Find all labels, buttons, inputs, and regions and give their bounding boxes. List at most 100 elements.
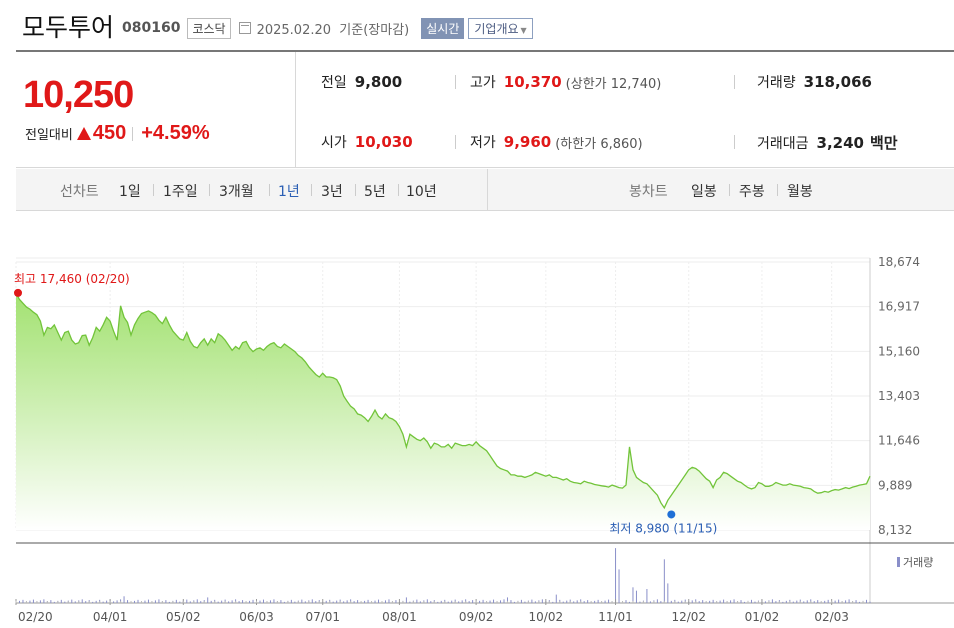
volume-bar	[663, 559, 665, 603]
x-tick-label: 11/01	[598, 610, 633, 624]
volume-bar	[451, 600, 453, 603]
market-badge: 코스닥	[187, 17, 231, 39]
volume-bar	[102, 601, 104, 603]
volume-bar	[677, 601, 679, 603]
volume-bar	[53, 601, 55, 603]
volume-bar	[702, 600, 704, 603]
period-3m[interactable]: 3개월	[219, 184, 254, 200]
volume-bar	[22, 599, 24, 603]
volume-bar	[357, 600, 359, 603]
price-summary: 10,250 전일대비 450 +4.59% 전일 9,800 고가 10,370 …	[16, 52, 954, 168]
x-tick-label: 09/02	[459, 610, 494, 624]
price-chart: 18,674 16,917 15,160 13,403 11,646 9,889 8,132…	[14, 255, 954, 624]
y-tick-label: 15,160	[878, 344, 920, 358]
volume-bar	[29, 600, 31, 603]
volume-bar	[71, 599, 73, 603]
volume-bar	[364, 600, 366, 603]
base-date: 2025.02.20 기준(장마감)	[256, 22, 410, 38]
volume-bar	[576, 600, 578, 603]
volume-bar	[866, 599, 868, 603]
x-tick-label: 01/02	[745, 610, 780, 624]
volume-bar	[127, 600, 129, 603]
volume-bar	[196, 599, 198, 603]
volume-bar	[95, 600, 97, 603]
volume-bar	[50, 600, 52, 603]
stock-header: 모두투어 080160 코스닥 2025.02.20 기준(장마감) 실시간 기…	[22, 8, 533, 44]
company-name: 모두투어	[22, 13, 115, 42]
volume-bar	[719, 600, 721, 603]
volume-bar	[670, 600, 672, 603]
volume-bar	[290, 599, 292, 603]
high-price: 고가 10,370 (상한가 12,740)	[470, 73, 662, 92]
volume-bar	[583, 601, 585, 603]
current-price-box: 10,250 전일대비 450 +4.59%	[16, 52, 296, 168]
x-tick-label: 02/03	[814, 610, 849, 624]
period-1y[interactable]: 1년	[278, 184, 300, 200]
candle-daily[interactable]: 일봉	[691, 184, 717, 200]
company-overview-button[interactable]: 기업개요 ▼	[468, 17, 533, 39]
x-tick-label: 07/01	[305, 610, 340, 624]
volume-bar	[374, 600, 376, 603]
trade-amount: 거래대금 3,240 백만	[757, 133, 898, 153]
volume-bar	[792, 601, 794, 603]
volume-bar	[231, 600, 233, 603]
change-percent: +4.59%	[141, 122, 210, 144]
volume-legend: 거래량	[903, 556, 933, 569]
up-arrow-icon	[76, 127, 91, 140]
price-change: 전일대비 450 +4.59%	[25, 122, 210, 145]
volume-bar	[597, 599, 599, 603]
low-label: 최저 8,980 (11/15)	[609, 521, 717, 535]
period-1d[interactable]: 1일	[119, 184, 141, 200]
volume-bar	[304, 601, 306, 603]
volume-bar	[154, 600, 156, 603]
volume-bar	[134, 600, 136, 603]
volume-bar	[764, 601, 766, 603]
volume-bar	[384, 600, 386, 603]
realtime-button[interactable]: 실시간	[421, 17, 465, 39]
volume-bar	[562, 601, 564, 603]
volume-bar	[113, 601, 115, 603]
candle-monthly[interactable]: 월봉	[787, 184, 813, 200]
volume-bar	[353, 601, 355, 603]
volume-bar	[405, 597, 407, 603]
candle-weekly[interactable]: 주봉	[739, 184, 765, 200]
volume-bar	[200, 601, 202, 603]
stock-code: 080160	[122, 20, 181, 36]
volume-bar	[228, 601, 230, 603]
volume-bar	[796, 600, 798, 603]
volume-bar	[587, 600, 589, 603]
volume-bar	[730, 600, 732, 603]
period-1w[interactable]: 1주일	[163, 184, 198, 200]
volume-bar	[106, 600, 108, 603]
volume-bar	[409, 601, 411, 603]
volume-bar	[437, 601, 439, 603]
volume-bar	[754, 601, 756, 603]
volume-bar	[744, 601, 746, 603]
volume-bar	[388, 599, 390, 603]
volume-bar	[859, 601, 861, 603]
volume-bar	[147, 599, 149, 603]
volume-bar	[782, 601, 784, 603]
volume-bar	[426, 599, 428, 603]
low-price: 저가 9,960 (하한가 6,860)	[470, 133, 643, 152]
volume-bar	[249, 600, 251, 603]
x-tick-label: 12/02	[671, 610, 706, 624]
volume-bar	[175, 599, 177, 603]
volume-bar	[123, 596, 125, 603]
volume-bar	[838, 599, 840, 603]
high-marker	[14, 288, 22, 297]
volume-bar	[186, 599, 188, 603]
period-10y[interactable]: 10년	[406, 184, 437, 200]
period-5y[interactable]: 5년	[364, 184, 386, 200]
volume-bar	[698, 601, 700, 603]
volume-bar	[813, 601, 815, 603]
volume-bar	[691, 600, 693, 603]
volume-bar	[39, 600, 41, 603]
chart-period-bar: 선차트 1일 1주일 3개월 1년 3년 5년 10년 봉차트 일봉 주봉 월봉	[16, 169, 954, 211]
volume-bar	[524, 601, 526, 603]
price-area	[16, 292, 870, 530]
volume-bar	[43, 599, 45, 603]
period-3y[interactable]: 3년	[321, 184, 343, 200]
y-tick-label: 9,889	[878, 478, 912, 492]
volume-bar	[18, 600, 20, 603]
